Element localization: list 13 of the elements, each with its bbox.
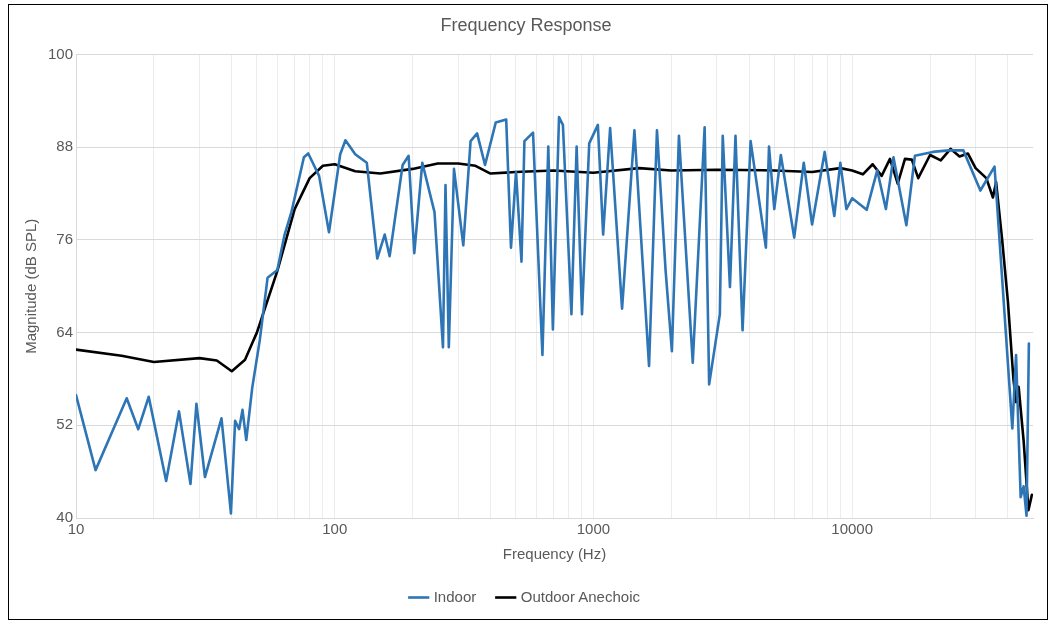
x-tick-label: 1000 [576, 520, 611, 538]
x-axis-title: Frequency (Hz) [502, 545, 607, 563]
y-tick-label: 88 [56, 137, 74, 155]
y-tick-label: 100 [48, 44, 74, 62]
legend-label: Outdoor Anechoic [520, 587, 641, 605]
y-tick-label: 76 [56, 230, 74, 248]
chart-title: Frequency Response [440, 14, 612, 35]
y-tick-label: 64 [56, 322, 74, 340]
legend-label: Indoor [433, 587, 477, 605]
x-tick-label: 100 [322, 520, 348, 538]
x-tick-label: 10000 [831, 520, 874, 538]
y-tick-label: 52 [56, 415, 74, 433]
y-axis-title: Magnitude (dB SPL) [22, 218, 40, 354]
